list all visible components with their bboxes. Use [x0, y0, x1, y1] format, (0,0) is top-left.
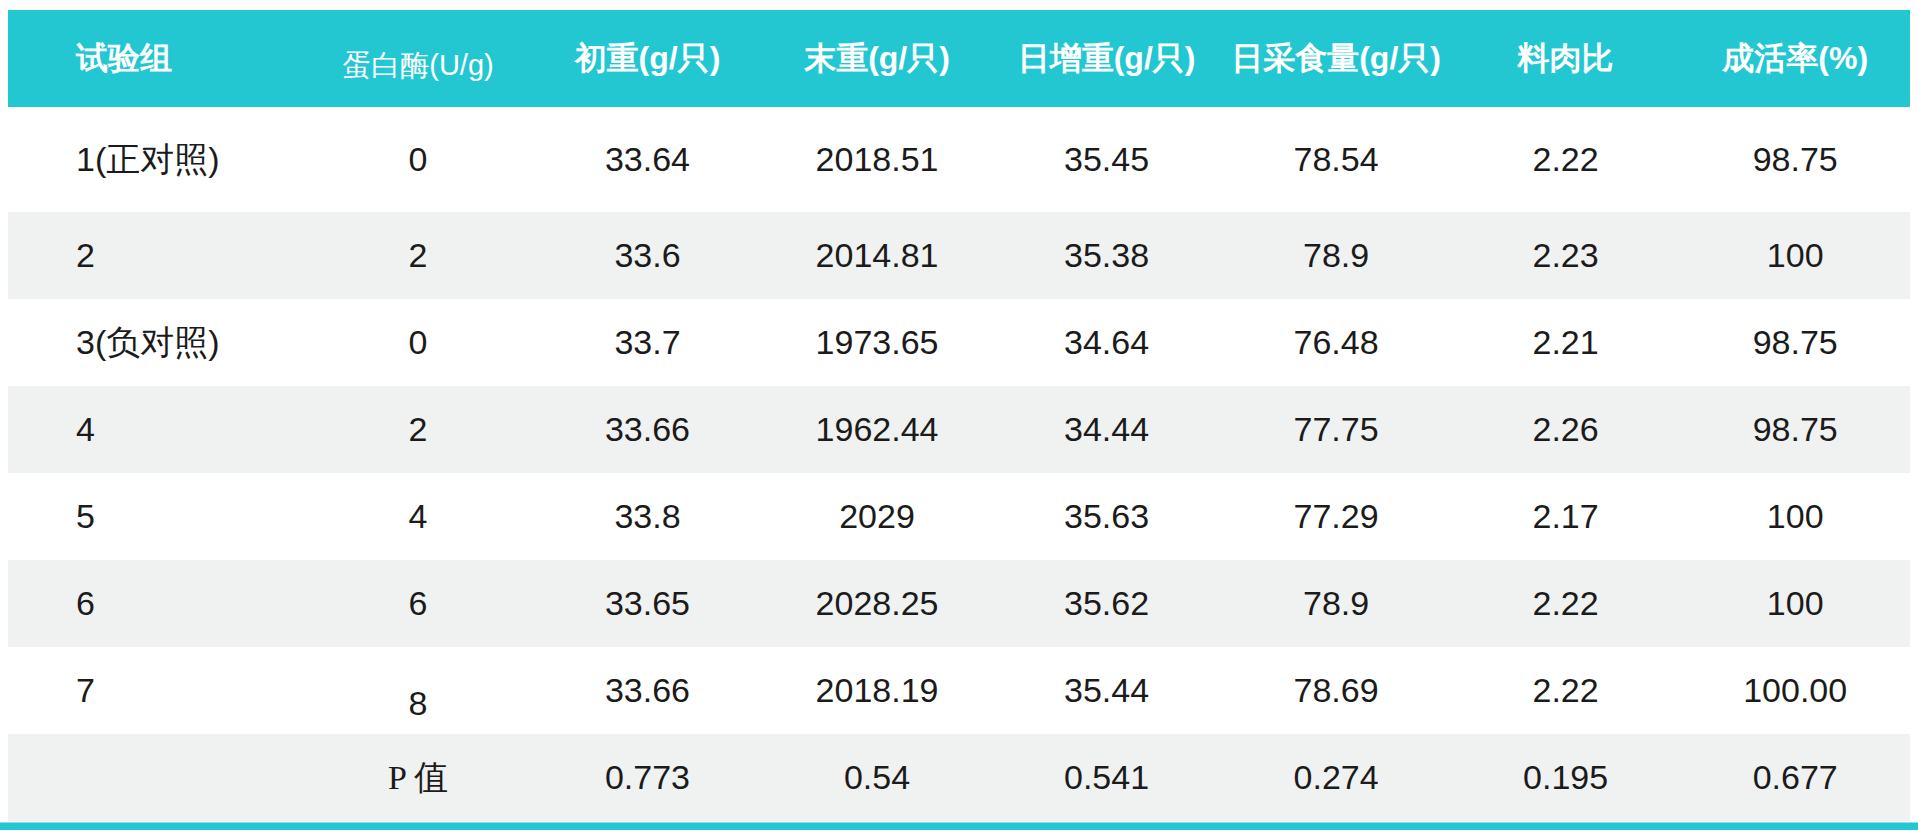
cell-survival-rate: 100 [1680, 473, 1910, 560]
cell-daily-feed-intake: 78.69 [1221, 647, 1451, 734]
table-row: 2 2 33.6 2014.81 35.38 78.9 2.23 100 [8, 212, 1910, 299]
cell-group: 2 [8, 212, 303, 299]
cell-daily-feed-intake: 0.274 [1221, 734, 1451, 821]
cell-daily-gain: 0.541 [992, 734, 1222, 821]
cell-daily-feed-intake: 78.54 [1221, 107, 1451, 212]
cell-initial-weight: 33.7 [533, 299, 763, 386]
column-header-protease-label: 蛋白酶(U/g) [342, 49, 493, 82]
cell-survival-rate: 98.75 [1680, 386, 1910, 473]
table-header-row: 试验组 蛋白酶(U/g) 初重(g/只) 末重(g/只) 日增重(g/只) 日采… [8, 10, 1910, 107]
cell-daily-gain: 35.44 [992, 647, 1222, 734]
cell-group: 6 [8, 560, 303, 647]
cell-initial-weight: 0.773 [533, 734, 763, 821]
cell-daily-feed-intake: 76.48 [1221, 299, 1451, 386]
cell-p-value-label: P 值 [303, 734, 533, 821]
cell-survival-rate: 0.677 [1680, 734, 1910, 821]
cell-daily-gain: 34.44 [992, 386, 1222, 473]
cell-final-weight: 2018.19 [762, 647, 992, 734]
cell-protease: 4 [303, 473, 533, 560]
cell-survival-rate: 98.75 [1680, 299, 1910, 386]
table-row: 5 4 33.8 2029 35.63 77.29 2.17 100 [8, 473, 1910, 560]
cell-daily-feed-intake: 77.75 [1221, 386, 1451, 473]
cell-feed-conversion: 2.22 [1451, 647, 1681, 734]
cell-final-weight: 2029 [762, 473, 992, 560]
cell-protease: 2 [303, 212, 533, 299]
cell-daily-feed-intake: 77.29 [1221, 473, 1451, 560]
cell-daily-feed-intake: 78.9 [1221, 212, 1451, 299]
cell-daily-gain: 34.64 [992, 299, 1222, 386]
cell-daily-feed-intake: 78.9 [1221, 560, 1451, 647]
column-header-protease: 蛋白酶(U/g) [303, 10, 533, 107]
cell-final-weight: 1962.44 [762, 386, 992, 473]
accent-bottom-bar [0, 822, 1918, 830]
cell-feed-conversion: 2.22 [1451, 107, 1681, 212]
cell-protease: 0 [303, 299, 533, 386]
table-row: 1(正对照) 0 33.64 2018.51 35.45 78.54 2.22 … [8, 107, 1910, 212]
column-header-feed-conversion: 料肉比 [1451, 10, 1681, 107]
cell-group: 4 [8, 386, 303, 473]
cell-initial-weight: 33.6 [533, 212, 763, 299]
table-row-p-value: P 值 0.773 0.54 0.541 0.274 0.195 0.677 [8, 734, 1910, 821]
cell-feed-conversion: 2.21 [1451, 299, 1681, 386]
column-header-daily-feed-intake: 日采食量(g/只) [1221, 10, 1451, 107]
cell-final-weight: 1973.65 [762, 299, 992, 386]
cell-protease: 2 [303, 386, 533, 473]
cell-protease: 8 [303, 647, 533, 734]
table-row: 3(负对照) 0 33.7 1973.65 34.64 76.48 2.21 9… [8, 299, 1910, 386]
cell-feed-conversion: 0.195 [1451, 734, 1681, 821]
cell-group: 5 [8, 473, 303, 560]
table-row: 6 6 33.65 2028.25 35.62 78.9 2.22 100 [8, 560, 1910, 647]
column-header-survival-rate: 成活率(%) [1680, 10, 1910, 107]
column-header-final-weight: 末重(g/只) [762, 10, 992, 107]
cell-initial-weight: 33.64 [533, 107, 763, 212]
column-header-daily-gain: 日增重(g/只) [992, 10, 1222, 107]
cell-survival-rate: 100 [1680, 560, 1910, 647]
cell-daily-gain: 35.63 [992, 473, 1222, 560]
cell-survival-rate: 100.00 [1680, 647, 1910, 734]
cell-protease: 6 [303, 560, 533, 647]
cell-daily-gain: 35.45 [992, 107, 1222, 212]
cell-final-weight: 2014.81 [762, 212, 992, 299]
cell-initial-weight: 33.8 [533, 473, 763, 560]
cell-daily-gain: 35.62 [992, 560, 1222, 647]
column-header-test-group: 试验组 [8, 10, 303, 107]
cell-feed-conversion: 2.26 [1451, 386, 1681, 473]
cell-final-weight: 2018.51 [762, 107, 992, 212]
cell-group: 1(正对照) [8, 107, 303, 212]
cell-initial-weight: 33.65 [533, 560, 763, 647]
cell-feed-conversion: 2.17 [1451, 473, 1681, 560]
cell-group: 3(负对照) [8, 299, 303, 386]
cell-feed-conversion: 2.23 [1451, 212, 1681, 299]
cell-initial-weight: 33.66 [533, 386, 763, 473]
cell-protease: 0 [303, 107, 533, 212]
table-row: 4 2 33.66 1962.44 34.44 77.75 2.26 98.75 [8, 386, 1910, 473]
cell-survival-rate: 100 [1680, 212, 1910, 299]
column-header-initial-weight: 初重(g/只) [533, 10, 763, 107]
table-row: 7 8 33.66 2018.19 35.44 78.69 2.22 100.0… [8, 647, 1910, 734]
results-table: 试验组 蛋白酶(U/g) 初重(g/只) 末重(g/只) 日增重(g/只) 日采… [8, 10, 1910, 821]
cell-group [8, 734, 303, 821]
cell-protease-value: 8 [408, 684, 427, 723]
cell-final-weight: 0.54 [762, 734, 992, 821]
cell-initial-weight: 33.66 [533, 647, 763, 734]
cell-group: 7 [8, 647, 303, 734]
cell-final-weight: 2028.25 [762, 560, 992, 647]
cell-daily-gain: 35.38 [992, 212, 1222, 299]
cell-feed-conversion: 2.22 [1451, 560, 1681, 647]
cell-survival-rate: 98.75 [1680, 107, 1910, 212]
